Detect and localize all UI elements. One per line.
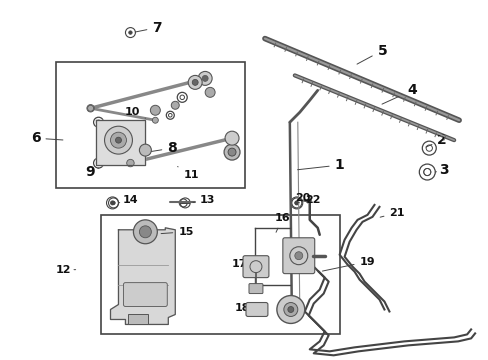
Polygon shape <box>110 228 175 324</box>
Circle shape <box>128 31 132 34</box>
Circle shape <box>188 75 202 89</box>
Text: 18: 18 <box>235 302 250 312</box>
Circle shape <box>201 75 208 82</box>
Text: 14: 14 <box>118 195 138 205</box>
FancyBboxPatch shape <box>248 284 263 293</box>
FancyBboxPatch shape <box>101 215 339 334</box>
Circle shape <box>139 226 151 238</box>
Circle shape <box>104 126 132 154</box>
Circle shape <box>152 117 158 123</box>
FancyBboxPatch shape <box>243 256 268 278</box>
Text: 20: 20 <box>294 193 309 203</box>
Text: 2: 2 <box>425 133 446 147</box>
Text: 22: 22 <box>296 195 320 205</box>
Polygon shape <box>95 120 145 165</box>
Text: 5: 5 <box>356 44 386 64</box>
FancyBboxPatch shape <box>56 62 244 188</box>
Circle shape <box>294 252 302 260</box>
Circle shape <box>205 87 215 97</box>
Circle shape <box>87 105 93 111</box>
Circle shape <box>139 144 151 156</box>
Circle shape <box>115 137 121 143</box>
Circle shape <box>150 105 160 115</box>
Text: 16: 16 <box>274 213 290 232</box>
Circle shape <box>294 201 298 205</box>
Circle shape <box>202 75 208 81</box>
Circle shape <box>171 101 179 109</box>
Circle shape <box>126 159 134 167</box>
Circle shape <box>227 148 236 156</box>
Circle shape <box>110 132 126 148</box>
Text: 6: 6 <box>31 131 63 145</box>
Circle shape <box>192 80 198 85</box>
FancyBboxPatch shape <box>282 238 314 274</box>
Circle shape <box>224 131 239 145</box>
Circle shape <box>276 296 304 323</box>
Circle shape <box>87 104 94 112</box>
Text: 12: 12 <box>56 265 76 275</box>
Circle shape <box>133 220 157 244</box>
Circle shape <box>287 306 293 312</box>
Text: 19: 19 <box>322 257 374 271</box>
Circle shape <box>283 302 297 316</box>
Circle shape <box>112 201 115 204</box>
Text: 13: 13 <box>193 195 215 205</box>
Circle shape <box>224 144 240 160</box>
Text: 11: 11 <box>177 167 198 180</box>
Text: 10: 10 <box>124 107 145 118</box>
Circle shape <box>228 134 235 142</box>
Text: 1: 1 <box>297 158 344 172</box>
Text: 4: 4 <box>381 84 416 104</box>
Circle shape <box>198 71 212 85</box>
FancyBboxPatch shape <box>123 283 167 306</box>
FancyBboxPatch shape <box>245 302 267 316</box>
Text: 21: 21 <box>379 208 404 218</box>
Circle shape <box>110 201 114 205</box>
Text: 8: 8 <box>150 141 177 155</box>
Circle shape <box>294 201 298 204</box>
Text: 15: 15 <box>161 227 193 237</box>
Text: 3: 3 <box>434 163 448 177</box>
Text: 9: 9 <box>85 165 99 179</box>
FancyBboxPatch shape <box>128 315 148 324</box>
Text: 17: 17 <box>232 259 247 269</box>
Text: 7: 7 <box>135 21 162 35</box>
